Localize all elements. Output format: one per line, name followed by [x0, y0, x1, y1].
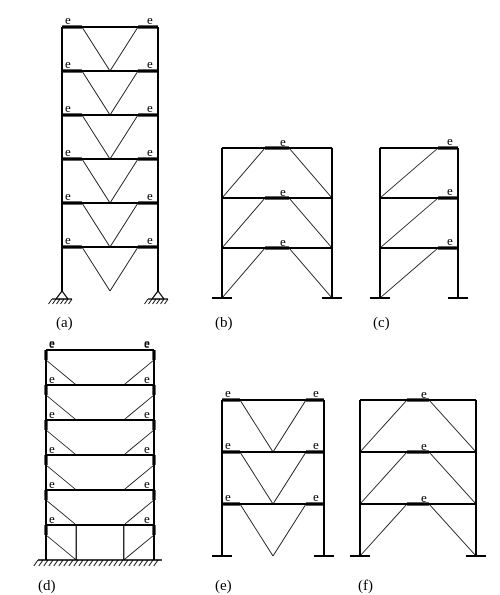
svg-text:e: e — [447, 133, 453, 148]
panel-label-e: (e) — [215, 578, 232, 595]
svg-text:e: e — [225, 385, 231, 400]
svg-text:e: e — [65, 56, 71, 71]
svg-text:e: e — [144, 511, 150, 526]
svg-text:e: e — [49, 406, 55, 421]
svg-text:e: e — [421, 438, 427, 453]
svg-text:e: e — [49, 441, 55, 456]
svg-text:e: e — [147, 12, 153, 27]
svg-text:e: e — [65, 188, 71, 203]
svg-text:e: e — [147, 188, 153, 203]
panel-label-a: (a) — [56, 315, 73, 332]
svg-text:e: e — [65, 232, 71, 247]
svg-text:e: e — [65, 100, 71, 115]
svg-text:e: e — [225, 489, 231, 504]
svg-text:e: e — [65, 144, 71, 159]
svg-text:e: e — [313, 385, 319, 400]
svg-text:e: e — [144, 441, 150, 456]
panel-label-f: (f) — [358, 578, 373, 595]
panel-label-c: (c) — [373, 315, 390, 332]
svg-text:e: e — [65, 12, 71, 27]
panel-label-b: (b) — [215, 315, 233, 332]
svg-text:e: e — [313, 489, 319, 504]
svg-text:e: e — [147, 100, 153, 115]
svg-text:e: e — [225, 437, 231, 452]
svg-text:e: e — [147, 56, 153, 71]
svg-text:e: e — [447, 233, 453, 248]
svg-text:e: e — [447, 183, 453, 198]
svg-text:e: e — [49, 335, 55, 350]
panel-label-d: (d) — [38, 578, 56, 595]
svg-text:e: e — [280, 234, 286, 249]
svg-text:e: e — [144, 476, 150, 491]
svg-text:e: e — [280, 184, 286, 199]
svg-text:e: e — [144, 335, 150, 350]
svg-text:e: e — [147, 144, 153, 159]
ebf-diagram-svg: eeeeeeeeeeeeeeeeeeeeeeeeeeeeeeeeeeeeeeee… — [0, 0, 500, 588]
svg-text:e: e — [144, 371, 150, 386]
svg-text:e: e — [49, 371, 55, 386]
svg-text:e: e — [147, 232, 153, 247]
svg-text:e: e — [280, 134, 286, 149]
svg-text:e: e — [49, 511, 55, 526]
svg-text:e: e — [49, 476, 55, 491]
svg-text:e: e — [421, 386, 427, 401]
svg-text:e: e — [421, 490, 427, 505]
svg-text:e: e — [313, 437, 319, 452]
svg-text:e: e — [144, 406, 150, 421]
